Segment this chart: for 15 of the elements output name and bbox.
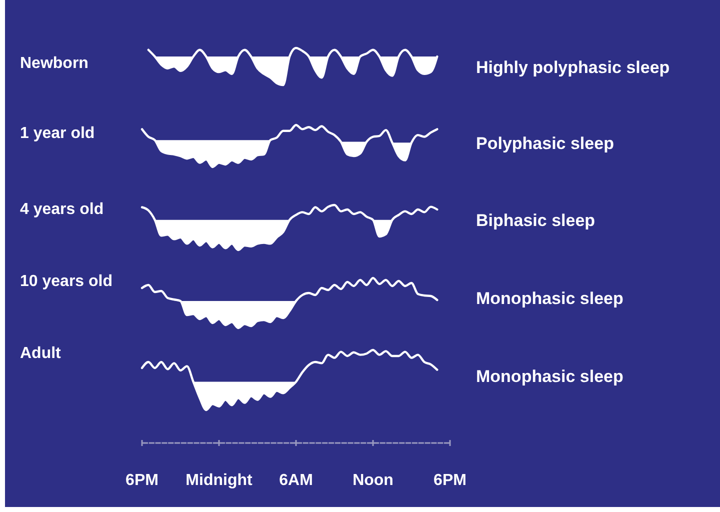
chart-title: 4 years old bbox=[20, 201, 104, 218]
x-tick-label: 6PM bbox=[126, 472, 158, 489]
text: Biphasic sleep bbox=[476, 211, 596, 230]
chart-title: Newborn bbox=[20, 55, 88, 72]
x-tick-label: 6PM bbox=[434, 472, 466, 489]
text: Polyphasic sleep bbox=[476, 134, 614, 153]
text: Monophasic sleep bbox=[476, 289, 624, 308]
x-tick-label: Noon bbox=[352, 472, 394, 489]
x-tick-label: 6AM bbox=[279, 472, 313, 489]
text: Highly polyphasic sleep bbox=[476, 58, 670, 77]
chart-title: 1 year old bbox=[20, 125, 95, 142]
chart-title: 10 years old bbox=[20, 273, 112, 290]
text: Monophasic sleep bbox=[476, 367, 624, 386]
chart-title: Adult bbox=[20, 345, 62, 362]
x-tick-label: Midnight bbox=[186, 472, 253, 489]
